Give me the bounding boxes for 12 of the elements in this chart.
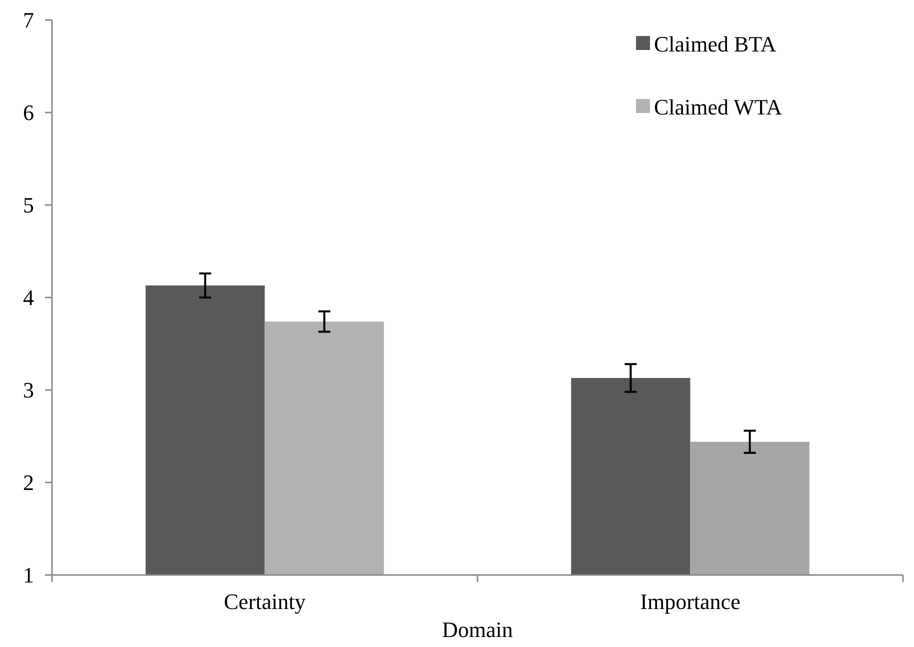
- y-tick-label: 2: [23, 470, 34, 496]
- y-tick-label: 4: [23, 285, 34, 310]
- legend-label: Claimed WTA: [654, 94, 782, 120]
- y-tick-label: 3: [23, 378, 34, 403]
- y-tick-label: 7: [23, 8, 34, 33]
- legend-label: Claimed BTA: [654, 32, 776, 57]
- y-tick-label: 5: [23, 192, 34, 218]
- y-tick-label: 1: [23, 562, 34, 588]
- y-tick-label: 6: [23, 100, 34, 126]
- x-axis-title: Domain: [442, 617, 513, 642]
- x-tick-label: Certainty: [224, 589, 306, 614]
- x-tick-label: Importance: [640, 589, 740, 614]
